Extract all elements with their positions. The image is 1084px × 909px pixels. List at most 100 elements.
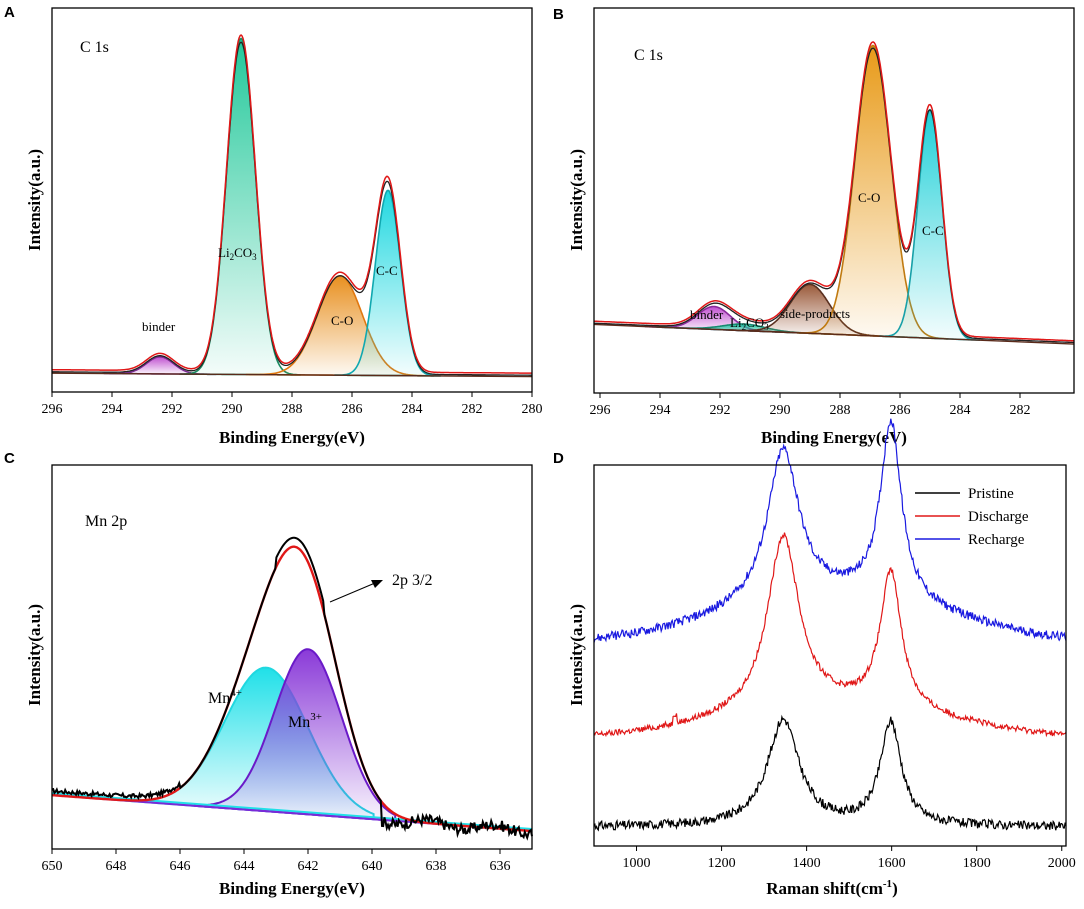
panel-c-ylabel: Intensity(a.u.) — [25, 604, 44, 706]
panel-b-ylabel: Intensity(a.u.) — [567, 149, 586, 251]
x-tick-label: 640 — [362, 859, 383, 874]
b-li2co3-sub2: 3 — [764, 322, 769, 332]
panel-c-annotation: 2p 3/2 — [392, 572, 432, 589]
panel-a-title: C 1s — [80, 39, 109, 56]
panel-c: 650 648 646 644 642 640 638 636 Mn 2p 2p 3/2 Mn… — [25, 464, 533, 898]
panel-b-ticks: 296 294 292 290 288 286 284 282 — [590, 393, 1031, 418]
baseline — [51, 372, 533, 378]
panel-label-d: D — [553, 450, 564, 467]
panel-c-label-mn4: Mn4+ — [208, 687, 242, 707]
fit-envelope — [52, 34, 532, 374]
li2co3-li: Li — [218, 245, 230, 260]
panel-label-c: C — [4, 450, 15, 467]
li2co3-co: CO — [234, 245, 252, 260]
x-tick-label: 646 — [170, 859, 191, 874]
x-tick-label: 280 — [522, 402, 543, 417]
x-tick-label: 282 — [462, 402, 483, 417]
panel-b-label-li2co3: Li2CO3 — [730, 315, 769, 332]
x-tick-label: 292 — [710, 403, 731, 418]
panel-c-title: Mn 2p — [85, 513, 127, 530]
panel-c-frame — [51, 464, 533, 850]
panel-d-plot — [593, 418, 1067, 832]
x-tick-label: 282 — [1010, 403, 1031, 418]
x-tick-label: 1600 — [878, 856, 906, 871]
panel-b-label-side-products: side-products — [780, 306, 850, 321]
panel-d-frame — [593, 464, 1067, 847]
x-tick-label: 2000 — [1048, 856, 1076, 871]
x-tick-label: 1000 — [623, 856, 651, 871]
panel-b-frame — [593, 7, 1075, 394]
raman-pristine — [593, 714, 1067, 832]
raman-recharge — [593, 418, 1067, 643]
x-tick-label: 296 — [42, 402, 63, 417]
d-xlabel-main: Raman shift(cm — [766, 879, 883, 898]
x-tick-label: 288 — [830, 403, 851, 418]
x-tick-label: 284 — [950, 403, 971, 418]
li2co3-sub1: 2 — [230, 252, 235, 262]
mn4-sup: 4+ — [230, 687, 242, 699]
panel-a-ylabel: Intensity(a.u.) — [25, 149, 44, 251]
panel-b-plot — [593, 41, 1075, 345]
legend-label-recharge: Recharge — [968, 532, 1025, 548]
panel-c-ticks: 650 648 646 644 642 640 638 636 — [42, 849, 511, 874]
mn4-base: Mn — [208, 690, 230, 707]
panel-b-label-cc: C-C — [922, 223, 944, 238]
panel-c-arrow-head — [371, 580, 383, 588]
panel-a-ticks: 296 294 292 290 288 286 284 282 280 — [42, 392, 543, 417]
peak-li2co3 — [179, 37, 301, 376]
panel-d-ylabel: Intensity(a.u.) — [567, 604, 586, 706]
panel-b-title: C 1s — [634, 47, 663, 64]
panel-b-label-binder: binder — [690, 307, 724, 322]
panel-d-ticks: 1000 1200 1400 1600 1800 2000 — [623, 846, 1076, 871]
x-tick-label: 294 — [650, 403, 671, 418]
baseline-mn4 — [51, 792, 533, 831]
raw-spectrum — [593, 47, 1074, 344]
panel-label-b: B — [553, 6, 564, 23]
mn3-sup: 3+ — [310, 711, 322, 723]
panel-d: 1000 1200 1400 1600 1800 2000 Pristine Dischar… — [567, 418, 1076, 898]
x-tick-label: 286 — [342, 402, 363, 417]
x-tick-label: 286 — [890, 403, 911, 418]
x-tick-label: 1800 — [963, 856, 991, 871]
x-tick-label: 288 — [282, 402, 303, 417]
x-tick-label: 642 — [298, 859, 319, 874]
x-tick-label: 648 — [106, 859, 127, 874]
panel-d-xlabel: Raman shift(cm-1) — [766, 878, 897, 898]
x-tick-label: 1400 — [793, 856, 821, 871]
panel-d-legend: Pristine Discharge Recharge — [915, 486, 1029, 548]
x-tick-label: 292 — [162, 402, 183, 417]
x-tick-label: 284 — [402, 402, 423, 417]
x-tick-label: 650 — [42, 859, 63, 874]
raw-spectrum — [52, 41, 532, 376]
panel-c-label-mn3: Mn3+ — [288, 711, 322, 731]
mn3-base: Mn — [288, 714, 310, 731]
panel-c-plot — [51, 536, 533, 841]
panel-b-xlabel: Binding Energy(eV) — [761, 428, 907, 447]
legend-label-discharge: Discharge — [968, 509, 1029, 525]
b-li2co3-li: Li — [730, 315, 742, 330]
x-tick-label: 294 — [102, 402, 123, 417]
legend-label-pristine: Pristine — [968, 486, 1014, 502]
raw-spectrum — [51, 536, 533, 841]
panel-a: 296 294 292 290 288 286 284 282 280 C 1s binder … — [25, 7, 543, 447]
x-tick-label: 1200 — [708, 856, 736, 871]
panel-a-plot — [51, 34, 533, 378]
x-tick-label: 296 — [590, 403, 611, 418]
panel-a-label-cc: C-C — [376, 263, 398, 278]
x-tick-label: 290 — [770, 403, 791, 418]
x-tick-label: 644 — [234, 859, 255, 874]
b-li2co3-co: CO — [746, 315, 764, 330]
panel-a-xlabel: Binding Energy(eV) — [219, 428, 365, 447]
baseline — [593, 323, 1075, 345]
panel-b-label-co: C-O — [858, 190, 880, 205]
panel-c-arrow-line — [329, 582, 376, 603]
panel-a-frame — [51, 7, 533, 393]
panel-a-label-li2co3: Li2CO3 — [218, 245, 257, 262]
panel-a-label-co: C-O — [331, 313, 353, 328]
panel-a-label-binder: binder — [142, 319, 176, 334]
x-tick-label: 636 — [490, 859, 511, 874]
d-xlabel-sup: -1 — [883, 878, 892, 890]
li2co3-sub2: 3 — [252, 252, 257, 262]
fit-envelope — [593, 41, 1074, 342]
